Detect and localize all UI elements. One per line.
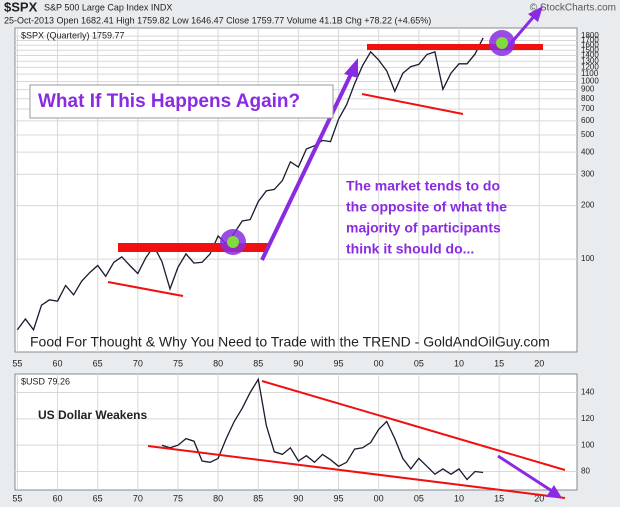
y-tick-label: 1000 (581, 77, 599, 86)
x-tick-label: 15 (494, 493, 504, 503)
y-tick-label: 80 (581, 467, 590, 476)
quote-line: 25-Oct-2013 Open 1682.41 High 1759.82 Lo… (4, 15, 431, 25)
x-tick-label: 70 (133, 358, 143, 368)
legend-entry: $USD 79.26 (21, 376, 70, 386)
x-tick-label: 75 (173, 493, 183, 503)
market-note: think it should do... (346, 241, 474, 257)
arrow-head (344, 58, 358, 78)
x-tick-label: 65 (93, 358, 103, 368)
x-tick-label: 95 (334, 358, 344, 368)
y-tick-label: 100 (581, 440, 595, 449)
x-tick-label: 70 (133, 493, 143, 503)
symbol: $SPX (4, 0, 38, 14)
resistance-bar (118, 243, 268, 252)
arrow-head (546, 485, 562, 498)
usd-panel (14, 373, 578, 491)
x-tick-label: 05 (414, 358, 424, 368)
x-tick-label: 20 (534, 358, 544, 368)
price-line (16, 37, 484, 332)
x-tick-label: 10 (454, 358, 464, 368)
x-tick-label: 95 (334, 493, 344, 503)
question: What If This Happens Again? (38, 91, 300, 112)
x-tick-label: 85 (253, 358, 263, 368)
x-tick-label: 00 (374, 493, 384, 503)
y-tick-label: 600 (581, 116, 595, 125)
y-tick-label: 500 (581, 130, 595, 139)
highlight-dot (227, 236, 239, 248)
y-tick-label: 1600 (581, 40, 599, 49)
x-tick-label: 10 (454, 493, 464, 503)
x-tick-label: 55 (12, 493, 22, 503)
x-tick-label: 60 (53, 493, 63, 503)
market-note: The market tends to do (346, 178, 500, 194)
y-tick-label: 100 (581, 254, 595, 263)
y-tick-label: 1500 (581, 45, 599, 54)
y-tick-label: 1200 (581, 63, 599, 72)
arrow-head (528, 6, 543, 22)
x-tick-label: 90 (293, 493, 303, 503)
support-line (361, 93, 464, 115)
x-tick-label: 05 (414, 493, 424, 503)
footer-note: Food For Thought & Why You Need to Trade… (30, 334, 550, 350)
x-tick-label: 15 (494, 358, 504, 368)
market-note: majority of participants (346, 220, 501, 236)
x-tick-label: 20 (534, 493, 544, 503)
support-line (107, 281, 184, 297)
y-tick-label: 200 (581, 201, 595, 210)
y-tick-label: 800 (581, 94, 595, 103)
drawings (29, 6, 566, 499)
x-tick-label: 90 (293, 358, 303, 368)
x-tick-label: 85 (253, 493, 263, 503)
y-tick-label: 1400 (581, 51, 599, 60)
legend-entry: $SPX (Quarterly) 1759.77 (21, 30, 125, 40)
credit: © StockCharts.com (530, 3, 616, 14)
subtitle: S&P 500 Large Cap Index INDX (44, 2, 172, 12)
trend-line (261, 380, 566, 471)
trend-line (147, 445, 566, 499)
y-tick-label: 1700 (581, 36, 599, 45)
question-box (29, 84, 334, 119)
market-note: the opposite of what the (346, 199, 507, 215)
y-tick-label: 140 (581, 388, 595, 397)
x-tick-label: 80 (213, 493, 223, 503)
highlight-dot (496, 37, 508, 49)
x-tick-label: 55 (12, 358, 22, 368)
x-tick-label: 65 (93, 493, 103, 503)
resistance-bar (367, 44, 543, 50)
x-tick-label: 60 (53, 358, 63, 368)
y-tick-label: 1800 (581, 31, 599, 40)
y-tick-label: 1100 (581, 69, 599, 78)
y-tick-label: 300 (581, 169, 595, 178)
y-tick-label: 900 (581, 85, 595, 94)
price-line (161, 377, 484, 481)
arrow (260, 71, 354, 261)
y-tick-label: 400 (581, 147, 595, 156)
y-tick-label: 1300 (581, 56, 599, 65)
y-tick-label: 700 (581, 104, 595, 113)
usd-note: US Dollar Weakens (38, 408, 147, 422)
arrow (497, 454, 553, 493)
x-tick-label: 00 (374, 358, 384, 368)
x-tick-label: 80 (213, 358, 223, 368)
x-tick-label: 75 (173, 358, 183, 368)
y-tick-label: 120 (581, 414, 595, 423)
